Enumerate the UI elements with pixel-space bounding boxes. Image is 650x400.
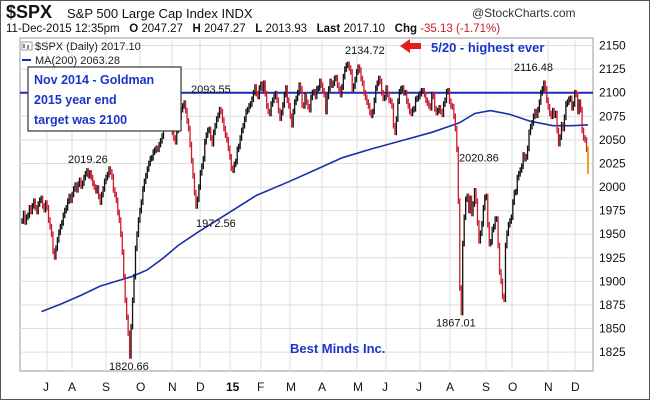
peak-label: 2093.55 xyxy=(191,84,231,96)
x-tick-label: F xyxy=(257,380,264,394)
open-value: 2047.27 xyxy=(141,23,183,35)
x-tick-label: A xyxy=(446,380,454,394)
exchange-label: INDX xyxy=(221,6,253,21)
y-tick-label: 2075 xyxy=(599,109,626,123)
high-label: H xyxy=(192,23,201,35)
y-tick-label: 1925 xyxy=(599,251,626,265)
x-tick-label: S xyxy=(102,380,110,394)
x-tick-label: M xyxy=(286,380,296,394)
legend: $SPX (Daily) 2017.10 MA(200) 2063.28 xyxy=(21,41,141,67)
peak-labels: 2019.26 1820.66 2093.55 1972.56 2134.72 2020.… xyxy=(68,45,553,373)
stockcharts-watermark[interactable]: @StockCharts.com xyxy=(472,6,576,20)
highest-ever-note: 5/20 - highest ever xyxy=(400,39,544,55)
note-line-1: Nov 2014 - Goldman xyxy=(34,73,154,87)
low-label: L xyxy=(255,23,263,35)
legend-ma: MA(200) 2063.28 xyxy=(35,55,120,67)
y-tick-label: 2100 xyxy=(599,86,626,100)
peak-label: 1820.66 xyxy=(109,361,149,373)
peak-label: 2020.86 xyxy=(459,152,499,164)
y-tick-label: 2000 xyxy=(599,180,626,194)
low-value: 2013.93 xyxy=(265,23,308,35)
x-tick-label: J xyxy=(43,380,49,394)
goldman-target-note: Nov 2014 - Goldman 2015 year end target … xyxy=(27,66,182,132)
note-line-2: 2015 year end xyxy=(34,93,117,107)
x-tick-label: A xyxy=(68,380,76,394)
high-value: 2047.27 xyxy=(204,23,246,35)
price-bars xyxy=(21,61,589,359)
x-tick-label: S xyxy=(482,380,490,394)
plot-area xyxy=(19,37,594,372)
peak-label: 1867.01 xyxy=(436,318,476,330)
y-axis: 1825 1850 1875 1900 1925 1950 1975 2000 2025 2050… xyxy=(599,39,626,360)
highest-ever-label: 5/20 - highest ever xyxy=(431,40,544,55)
red-arrow-icon xyxy=(400,39,421,53)
x-tick-label: N xyxy=(544,380,553,394)
note-box xyxy=(27,66,182,132)
last-label: Last xyxy=(316,23,341,35)
y-tick-label: 2050 xyxy=(599,133,626,147)
x-tick-label: D xyxy=(571,380,580,394)
peak-label: 2134.72 xyxy=(345,45,385,57)
x-axis: J A S O N D 15 F M A M J J A S O N D xyxy=(43,380,580,394)
note-line-3: target was 2100 xyxy=(34,113,127,127)
x-tick-label: O xyxy=(508,380,517,394)
last-value: 2017.10 xyxy=(343,23,386,35)
y-tick-label: 1975 xyxy=(599,204,626,218)
y-tick-label: 1950 xyxy=(599,227,626,241)
chart-symbol: $SPX xyxy=(6,2,53,22)
x-tick-label: 15 xyxy=(226,380,240,394)
peak-label: 1972.56 xyxy=(196,218,236,230)
x-tick-label: J xyxy=(416,380,422,394)
legend-price: $SPX (Daily) 2017.10 xyxy=(35,41,141,53)
x-tick-label: A xyxy=(318,380,326,394)
x-tick-label: J xyxy=(382,380,388,394)
change-value: -35.13 (-1.71%) xyxy=(420,23,501,35)
x-tick-label: O xyxy=(136,380,145,394)
x-tick-label: D xyxy=(196,380,205,394)
y-tick-label: 1850 xyxy=(599,322,626,336)
quote-date: 11-Dec-2015 12:35pm xyxy=(6,23,120,35)
x-tick-label: M xyxy=(353,380,363,394)
y-tick-label: 2150 xyxy=(599,39,626,53)
legend-swatch-price xyxy=(21,41,33,51)
y-tick-label: 1825 xyxy=(599,345,626,359)
y-tick-label: 1900 xyxy=(599,274,626,288)
brand-label: Best Minds Inc. xyxy=(290,341,385,356)
open-label: O xyxy=(129,23,139,35)
y-tick-label: 2125 xyxy=(599,62,626,76)
x-tick-label: N xyxy=(168,380,177,394)
peak-label: 2019.26 xyxy=(68,154,108,166)
index-name: S&P 500 Large Cap Index xyxy=(67,6,218,21)
peak-label: 2116.48 xyxy=(514,62,553,74)
y-tick-label: 1875 xyxy=(599,298,626,312)
ohlc-row: 11-Dec-2015 12:35pm O 2047.27 H 2047.27 … xyxy=(6,23,500,35)
change-label: Chg xyxy=(394,23,417,35)
y-tick-label: 2025 xyxy=(599,156,626,170)
